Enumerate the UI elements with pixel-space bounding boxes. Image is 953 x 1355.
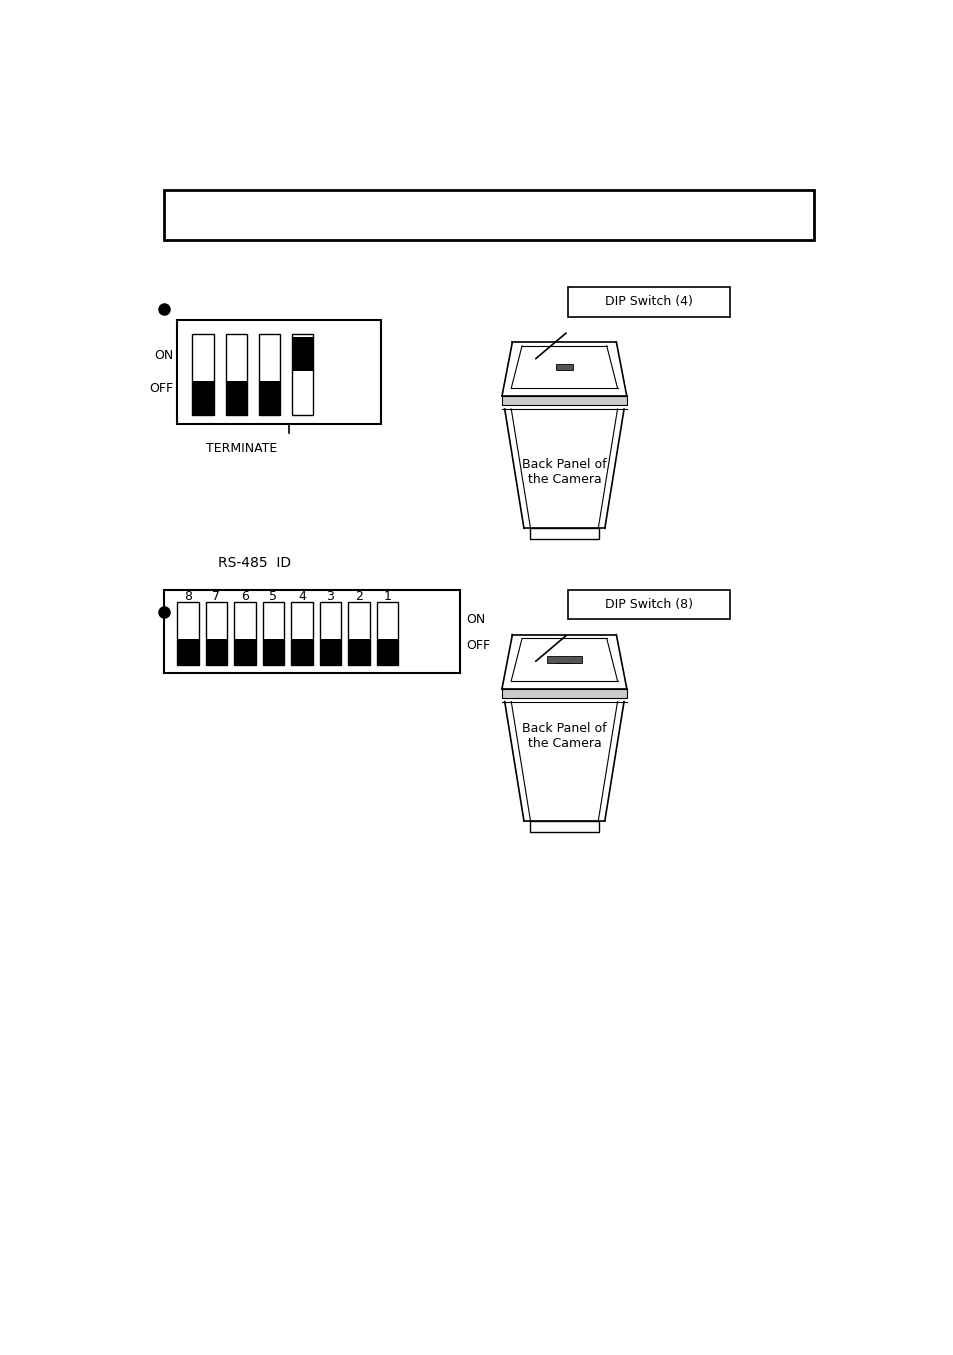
Bar bbox=[262, 640, 284, 665]
Bar bbox=[291, 602, 313, 665]
Text: 1: 1 bbox=[383, 589, 391, 603]
Bar bbox=[233, 602, 255, 665]
Bar bbox=[568, 287, 729, 317]
Bar bbox=[258, 381, 280, 415]
Bar bbox=[501, 688, 626, 698]
Bar bbox=[205, 602, 227, 665]
Text: OFF: OFF bbox=[466, 640, 490, 652]
Bar bbox=[205, 640, 227, 665]
Bar bbox=[164, 190, 813, 240]
Text: 3: 3 bbox=[326, 589, 334, 603]
Bar bbox=[291, 640, 313, 665]
Bar bbox=[376, 602, 397, 665]
Text: OFF: OFF bbox=[149, 382, 173, 394]
Bar bbox=[193, 381, 213, 415]
Text: 8: 8 bbox=[184, 589, 192, 603]
Bar bbox=[225, 381, 247, 415]
Bar bbox=[546, 656, 581, 664]
Text: Back Panel of
the Camera: Back Panel of the Camera bbox=[521, 722, 606, 751]
Bar bbox=[233, 640, 255, 665]
Bar bbox=[319, 640, 341, 665]
Text: ON: ON bbox=[153, 348, 173, 362]
Bar bbox=[319, 602, 341, 665]
Bar bbox=[292, 337, 313, 371]
Bar bbox=[258, 335, 280, 415]
Text: 6: 6 bbox=[241, 589, 249, 603]
Bar bbox=[501, 396, 626, 405]
Bar bbox=[164, 589, 460, 673]
Text: 2: 2 bbox=[355, 589, 362, 603]
Text: 5: 5 bbox=[269, 589, 277, 603]
Text: DIP Switch (8): DIP Switch (8) bbox=[604, 598, 693, 611]
Bar bbox=[529, 821, 598, 832]
Text: ON: ON bbox=[466, 612, 485, 626]
Bar bbox=[177, 640, 198, 665]
Bar bbox=[348, 602, 369, 665]
Text: 4: 4 bbox=[297, 589, 305, 603]
Bar bbox=[529, 528, 598, 539]
Bar bbox=[177, 602, 198, 665]
Bar bbox=[348, 640, 369, 665]
Text: RS-485  ID: RS-485 ID bbox=[217, 556, 291, 570]
Text: TERMINATE: TERMINATE bbox=[206, 442, 277, 455]
Bar bbox=[262, 602, 284, 665]
Bar bbox=[292, 335, 313, 415]
Text: 7: 7 bbox=[213, 589, 220, 603]
Bar bbox=[225, 335, 247, 415]
Text: Back Panel of
the Camera: Back Panel of the Camera bbox=[521, 458, 606, 485]
Bar bbox=[193, 335, 213, 415]
Bar bbox=[556, 364, 572, 370]
Bar bbox=[177, 320, 381, 424]
Bar bbox=[556, 657, 572, 663]
Text: DIP Switch (4): DIP Switch (4) bbox=[604, 295, 692, 309]
Bar bbox=[568, 589, 729, 619]
Bar bbox=[376, 640, 397, 665]
